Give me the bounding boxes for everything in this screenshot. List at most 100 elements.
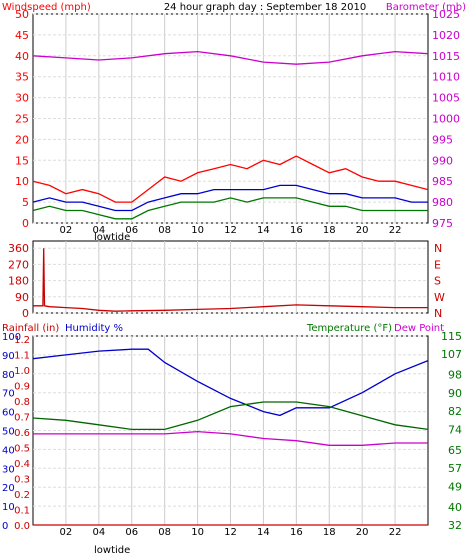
barometer-ytick-label: 1020 (432, 29, 460, 42)
wind-ytick-label: 20 (15, 133, 29, 146)
temperature-ytick-label: 40 (448, 501, 462, 514)
wind-xtick-label: 02 (60, 225, 73, 236)
wind-ytick-label: 45 (15, 29, 29, 42)
barometer-ytick-label: 995 (432, 133, 453, 146)
rainfall-ytick-label: 0.0 (14, 521, 30, 532)
panel-climate-yticks-right: 32 40 49 57 65 74 82 90 98 107 115 (441, 330, 462, 532)
wind-xtick-label: 10 (191, 225, 204, 236)
wind-ytick-label: 25 (15, 113, 29, 126)
direction-series-line-0 (33, 248, 428, 312)
barometer-ytick-label: 1000 (432, 113, 460, 126)
barometer-ytick-label: 1015 (432, 50, 460, 63)
panel-direction-series (33, 248, 428, 312)
humidity-ytick-label: 30 (2, 464, 15, 475)
direction-ytick-label: 90 (15, 291, 29, 304)
temperature-ytick-label: 65 (448, 444, 462, 457)
direction-compass-label: N (434, 242, 442, 255)
rainfall-ytick-label: 0.7 (14, 413, 30, 424)
wind-xtick-label: 22 (389, 225, 402, 236)
climate-series-line-0 (32, 348, 429, 417)
rainfall-ytick-label: 0.8 (14, 397, 30, 408)
barometer-ytick-label: 985 (432, 175, 453, 188)
rainfall-ytick-label: 0.5 (14, 444, 30, 455)
temperature-ytick-label: 57 (448, 462, 462, 475)
barometer-ytick-label: 980 (432, 196, 453, 209)
panel-wind-yticks-right: 975 980 985 990 995 1000 1005 1010 1015 1020 1025 (432, 8, 460, 230)
temperature-ytick-label: 115 (441, 330, 462, 343)
wind-xtick-label: 04 (92, 225, 105, 236)
climate-xtick-label: 14 (257, 527, 270, 538)
panel-climate-grid (33, 335, 428, 526)
wind-xtick-label: 12 (224, 225, 237, 236)
wind-ytick-label: 15 (15, 154, 29, 167)
humidity-ytick-label: 100 (2, 332, 21, 343)
wind-series-line-0 (32, 50, 429, 65)
climate-xtick-label: 12 (224, 527, 237, 538)
temperature-ytick-label: 74 (448, 423, 462, 436)
rainfall-ytick-label: 0.6 (14, 428, 30, 439)
climate-series-line-2 (33, 430, 428, 446)
humidity-ytick-label: 50 (2, 427, 15, 438)
rainfall-ytick-label: 1.1 (14, 351, 30, 362)
barometer-ytick-label: 1005 (432, 92, 460, 105)
wind-ytick-label: 5 (22, 196, 29, 209)
temperature-ytick-label: 98 (448, 369, 462, 382)
temperature-ytick-label: 49 (448, 480, 462, 493)
direction-compass-label: E (434, 258, 441, 271)
humidity-ytick-label: 0 (2, 521, 8, 532)
climate-xtick-label: 16 (290, 527, 303, 538)
wind-ytick-label: 35 (15, 71, 29, 84)
chart-title: 24 hour graph day : September 18 2010 (164, 2, 366, 13)
rainfall-ytick-label: 0.2 (14, 490, 30, 501)
humidity-ytick-label: 10 (2, 502, 15, 513)
wind-ytick-label: 40 (15, 50, 29, 63)
climate-xtick-label: 06 (125, 527, 138, 538)
barometer-ytick-label: 1025 (432, 8, 460, 21)
panel-direction-grid (33, 241, 428, 314)
humidity-ytick-label: 60 (2, 408, 15, 419)
climate-xtick-label: 04 (92, 527, 105, 538)
wind-xtick-label: 06 (125, 225, 138, 236)
barometer-ytick-label: 975 (432, 217, 453, 230)
climate-xtick-label: 02 (60, 527, 73, 538)
climate-xtick-label: 20 (356, 527, 369, 538)
temperature-ytick-label: 90 (448, 387, 462, 400)
panel-climate-series (32, 348, 429, 526)
barometer-ytick-label: 1010 (432, 71, 460, 84)
humidity-ytick-label: 80 (2, 370, 15, 381)
rainfall-ytick-label: 0.9 (14, 382, 30, 393)
wind-ytick-label: 50 (15, 8, 29, 21)
panel-direction-yticks-left: 0 90 180 270 360 (8, 242, 29, 320)
wind-xtick-label: 14 (257, 225, 270, 236)
lowtide-label-top: lowtide (94, 232, 130, 243)
climate-xtick-label: 18 (323, 527, 336, 538)
direction-ytick-label: 0 (22, 307, 29, 320)
panel-climate-yticks-left: 0 10 20 30 40 50 60 70 80 90 100 0.0 0.1 0.2 0.3 0.4 0.5… (2, 332, 30, 532)
humidity-ytick-label: 20 (2, 483, 15, 494)
temperature-ytick-label: 82 (448, 405, 462, 418)
wind-xtick-label: 16 (290, 225, 303, 236)
climate-xtick-label: 10 (191, 527, 204, 538)
direction-compass-label: W (434, 291, 445, 304)
humidity-axis-label: Humidity % (65, 323, 123, 334)
panel-climate-xticks: 02 04 06 08 10 12 14 16 18 20 22 (60, 527, 402, 538)
barometer-ytick-label: 990 (432, 154, 453, 167)
humidity-ytick-label: 40 (2, 445, 15, 456)
barometer-axis-label: Barometer (mb) (386, 2, 466, 13)
rainfall-ytick-label: 0.3 (14, 475, 30, 486)
windspeed-axis-label: Windspeed (mph) (2, 2, 91, 13)
rainfall-ytick-label: 0.1 (14, 506, 30, 517)
direction-ytick-label: 180 (8, 275, 29, 288)
wind-xtick-label: 08 (158, 225, 171, 236)
direction-ytick-label: 270 (8, 258, 29, 271)
wind-xtick-label: 20 (356, 225, 369, 236)
wind-series-line-2 (32, 184, 428, 212)
humidity-ytick-label: 90 (2, 351, 15, 362)
rainfall-ytick-label: 0.4 (14, 459, 30, 470)
rainfall-ytick-label: 1.0 (14, 366, 30, 377)
wind-series-line-3 (32, 197, 428, 220)
dewpoint-axis-label: Dew Point (394, 323, 444, 334)
direction-compass-label: N (434, 307, 442, 320)
panel-wind-yticks-left: 0 5 10 15 20 25 30 35 40 45 50 (15, 8, 29, 230)
climate-xtick-label: 22 (389, 527, 402, 538)
